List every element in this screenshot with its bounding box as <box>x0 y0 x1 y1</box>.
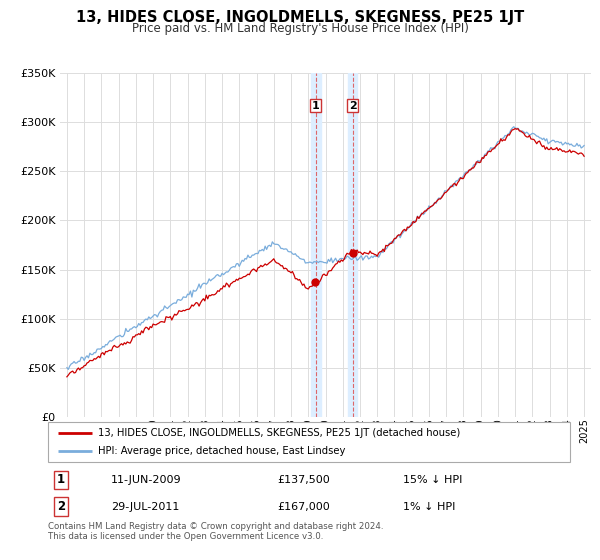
Text: 11-JUN-2009: 11-JUN-2009 <box>110 475 181 485</box>
Text: 13, HIDES CLOSE, INGOLDMELLS, SKEGNESS, PE25 1JT (detached house): 13, HIDES CLOSE, INGOLDMELLS, SKEGNESS, … <box>98 428 460 437</box>
Text: £137,500: £137,500 <box>278 475 331 485</box>
Bar <box>348 73 358 417</box>
Text: Price paid vs. HM Land Registry's House Price Index (HPI): Price paid vs. HM Land Registry's House … <box>131 22 469 35</box>
Text: 29-JUL-2011: 29-JUL-2011 <box>110 502 179 511</box>
Text: 1: 1 <box>312 100 320 110</box>
FancyBboxPatch shape <box>48 422 570 462</box>
Text: 2: 2 <box>349 100 356 110</box>
Text: Contains HM Land Registry data © Crown copyright and database right 2024.
This d: Contains HM Land Registry data © Crown c… <box>48 522 383 542</box>
Text: HPI: Average price, detached house, East Lindsey: HPI: Average price, detached house, East… <box>98 446 345 456</box>
Text: 1: 1 <box>57 474 65 487</box>
Text: £167,000: £167,000 <box>278 502 331 511</box>
Text: 15% ↓ HPI: 15% ↓ HPI <box>403 475 463 485</box>
Text: 13, HIDES CLOSE, INGOLDMELLS, SKEGNESS, PE25 1JT: 13, HIDES CLOSE, INGOLDMELLS, SKEGNESS, … <box>76 10 524 25</box>
Text: 2: 2 <box>57 500 65 513</box>
Text: 1% ↓ HPI: 1% ↓ HPI <box>403 502 455 511</box>
Bar <box>311 73 320 417</box>
